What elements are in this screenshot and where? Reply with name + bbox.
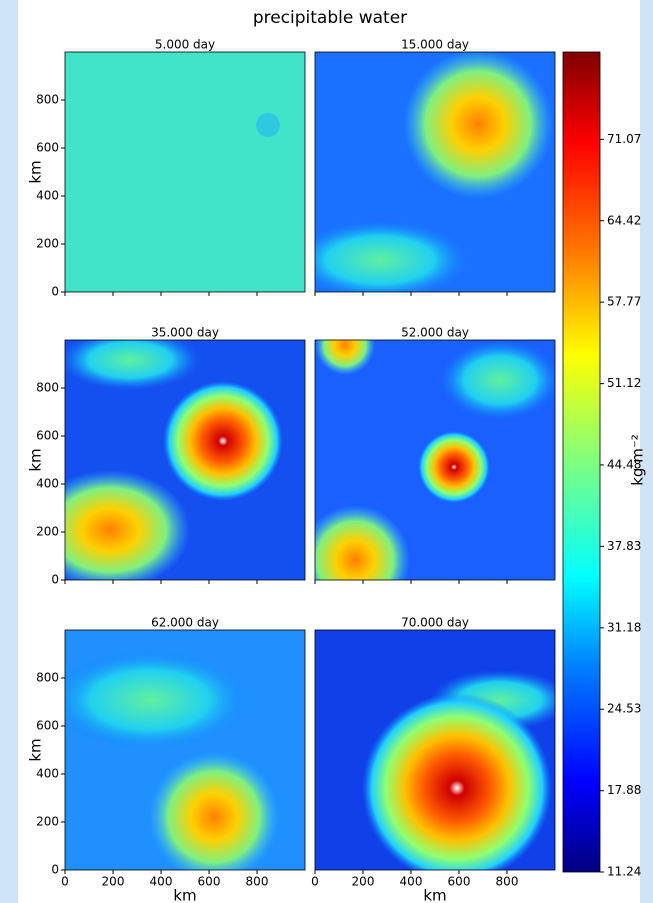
y-tick-label: 600 [36,429,59,443]
x-axis-label: km [173,887,196,903]
y-tick-label: 600 [36,719,59,733]
panel-images [30,49,570,883]
x-tick-label: 0 [311,875,319,889]
y-tick-label: 200 [36,815,59,829]
y-tick-label: 800 [36,671,59,685]
y-tick-label: 400 [36,767,59,781]
panel-title: 70.000 day [401,616,469,630]
x-tick-label: 800 [496,875,519,889]
y-tick-label: 200 [36,525,59,539]
x-tick-label: 0 [61,875,69,889]
panel-title: 35.000 day [151,326,219,340]
colorbar-tick-label: 31.18 [607,620,641,634]
x-axis-label: km [423,887,446,903]
x-tick-label: 600 [198,875,221,889]
colorbar-tick-label: 44.48 [607,457,641,471]
y-tick-label: 200 [36,237,59,251]
y-tick-label: 600 [36,141,59,155]
colorbar-tick-label: 24.53 [607,702,641,716]
y-tick-label: 0 [51,285,59,299]
x-tick-label: 800 [246,875,269,889]
colorbar-tick-label: 71.07 [607,132,641,146]
y-tick-label: 800 [36,93,59,107]
y-tick-label: 400 [36,477,59,491]
y-tick-label: 0 [51,573,59,587]
x-tick-label: 600 [448,875,471,889]
y-tick-label: 800 [36,381,59,395]
colorbar-tick-label: 51.12 [607,376,641,390]
colorbar-tick-label: 64.42 [607,213,641,227]
figure: precipitable water kg m⁻² 5.000 day02004… [0,0,653,903]
colorbar-tick-label: 57.77 [607,295,641,309]
colorbar [563,52,600,872]
y-tick-label: 400 [36,189,59,203]
x-tick-label: 200 [102,875,125,889]
y-tick-label: 0 [51,863,59,877]
panel-title: 15.000 day [401,38,469,52]
x-tick-label: 400 [400,875,423,889]
colorbar-tick-label: 11.24 [607,865,641,879]
x-tick-label: 400 [150,875,173,889]
x-tick-label: 200 [352,875,375,889]
y-axis-label: km [27,448,45,471]
y-axis-label: km [27,738,45,761]
panel-title: 5.000 day [155,38,215,52]
y-axis-label: km [27,160,45,183]
page: {"chart_data": {"type": "heatmap", "titl… [0,0,653,903]
colorbar-tick-label: 37.83 [607,539,641,553]
panel-title: 52.000 day [401,326,469,340]
panel-title: 62.000 day [151,616,219,630]
chart-title: precipitable water [253,8,407,28]
colorbar-tick-label: 17.88 [607,783,641,797]
